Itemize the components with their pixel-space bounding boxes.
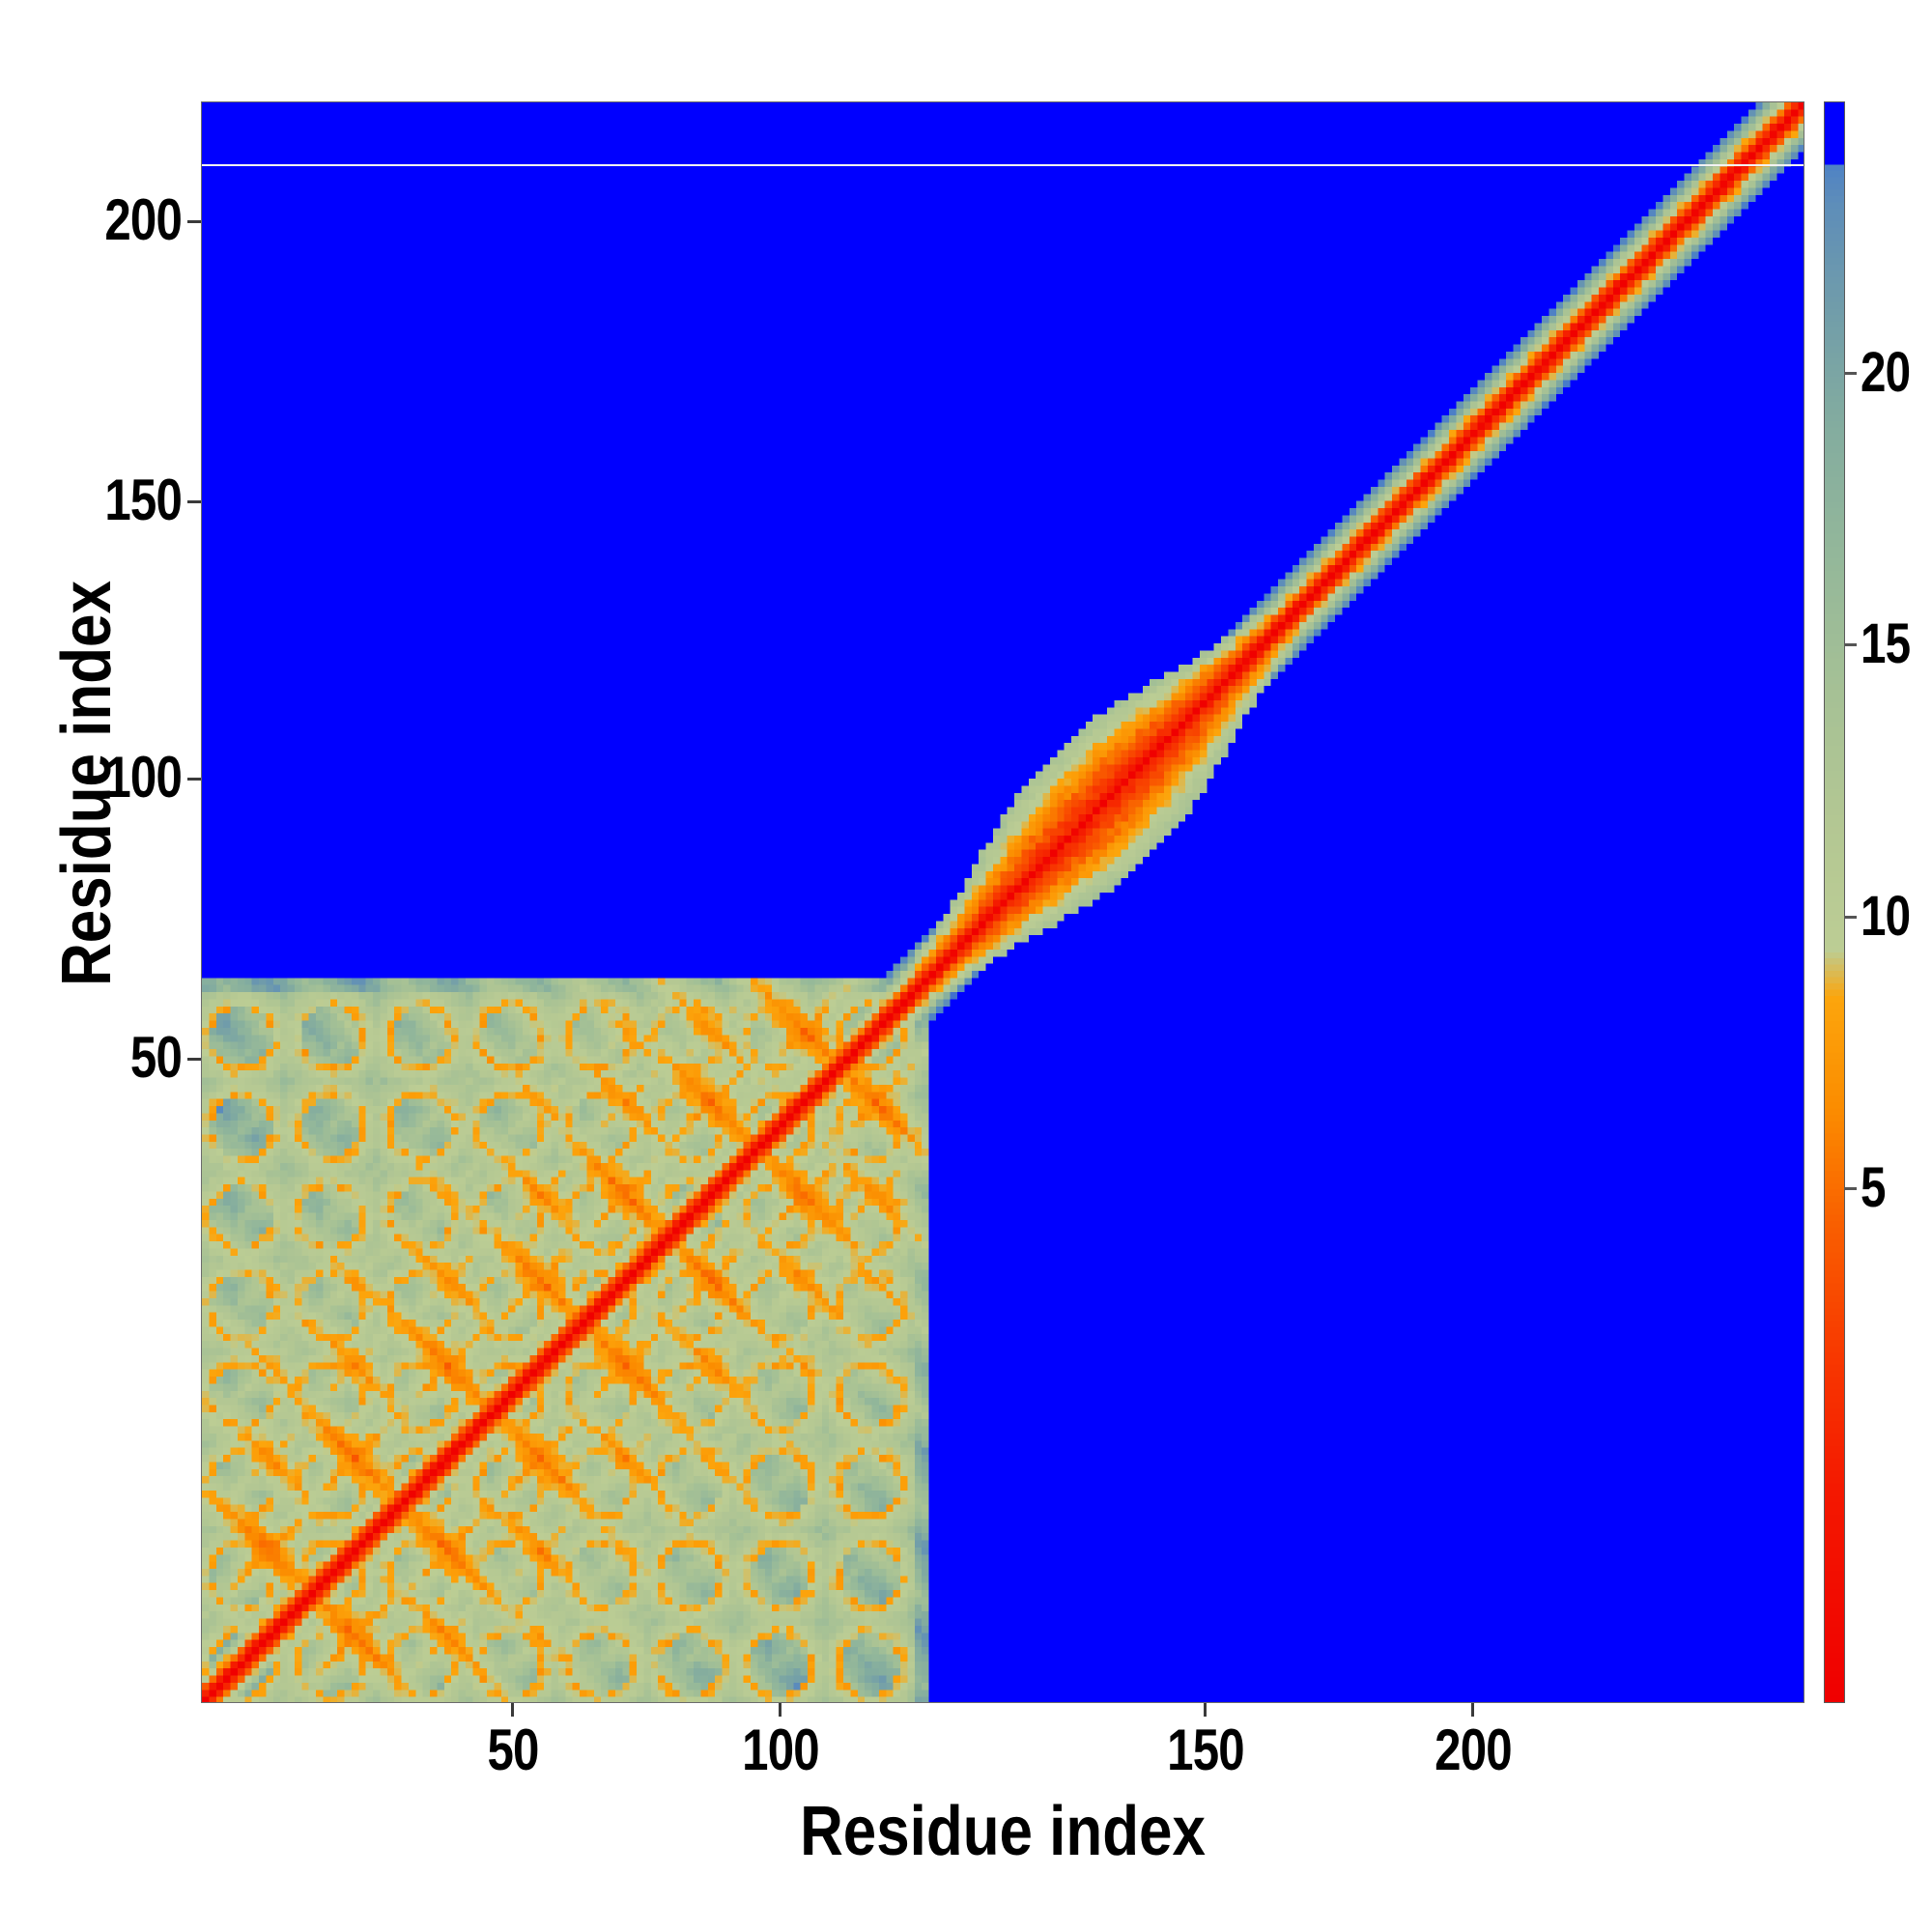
y-tick-label-50: 50 — [129, 1025, 183, 1090]
y-axis-label: Residue index — [48, 581, 126, 986]
y-tick-label-200: 200 — [104, 187, 182, 252]
x-tick-mark-200 — [1471, 1703, 1474, 1717]
x-tick-label-200: 200 — [1435, 1718, 1512, 1782]
x-tick-label-50: 50 — [487, 1718, 539, 1782]
colorbar-label-5: 5 — [1861, 1156, 1886, 1219]
colorbar-label-15: 15 — [1861, 612, 1911, 675]
colorbar-tick-5 — [1845, 1187, 1857, 1190]
distance-map-canvas[interactable] — [202, 102, 1804, 1702]
x-axis-label: Residue index — [800, 1793, 1206, 1870]
colorbar[interactable]: 20 15 10 5 — [1824, 101, 1911, 1703]
y-tick-label-100: 100 — [104, 745, 182, 810]
y-tick-mark-100 — [187, 778, 201, 781]
scanline-artifact — [202, 164, 1804, 166]
y-tick-mark-50 — [187, 1058, 201, 1061]
heatmap-plot-area[interactable] — [201, 101, 1804, 1703]
colorbar-label-20: 20 — [1861, 341, 1911, 404]
colorbar-tick-20 — [1845, 372, 1857, 375]
x-tick-mark-100 — [779, 1703, 781, 1717]
y-tick-mark-200 — [187, 220, 201, 223]
colorbar-tick-15 — [1845, 643, 1857, 646]
y-tick-label-150: 150 — [104, 468, 182, 532]
y-tick-mark-150 — [187, 500, 201, 503]
x-tick-mark-150 — [1204, 1703, 1207, 1717]
x-tick-label-100: 100 — [742, 1718, 819, 1782]
colorbar-tick-10 — [1845, 916, 1857, 919]
colorbar-label-10: 10 — [1861, 885, 1911, 948]
x-tick-mark-50 — [511, 1703, 514, 1717]
x-tick-label-150: 150 — [1167, 1718, 1244, 1782]
colorbar-gradient — [1824, 101, 1845, 1703]
